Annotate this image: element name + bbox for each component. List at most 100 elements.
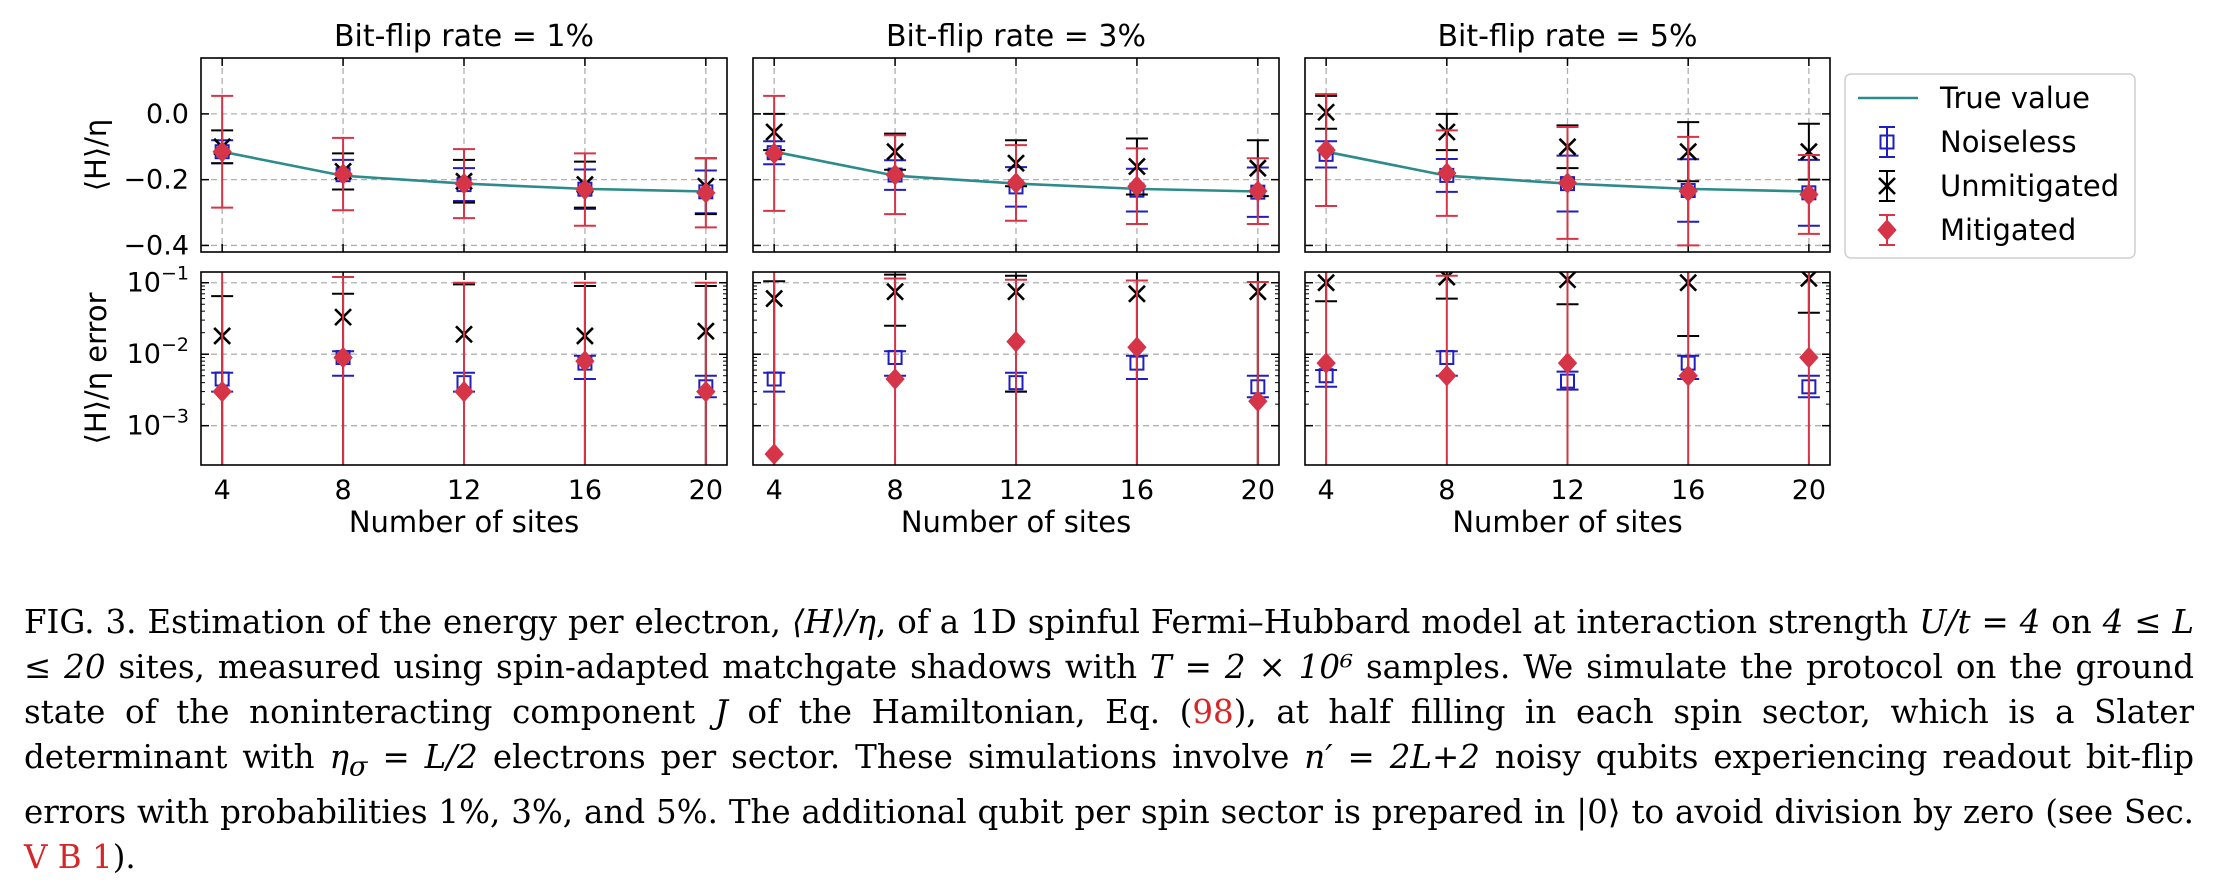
caption-text: samples. We simulate the protocol on the… [24,648,2195,731]
mitigated-marker [1127,175,1147,197]
bottom-axes-frame [1304,271,1831,466]
mitigated-marker [696,380,716,403]
caption-math: σ [349,751,368,783]
panel-title: Bit-flip rate = 1% [334,19,594,54]
panel-title: Bit-flip rate = 5% [1437,19,1697,54]
y-tick-exponent: −2 [161,334,189,356]
mitigated-marker [454,172,474,195]
legend-frame [1844,73,2136,259]
bottom-data [211,272,717,465]
caption-text: ), at half filling in each spin sector, … [24,693,2194,776]
noiseless-marker [1879,134,1895,150]
mitigated-marker [764,142,784,165]
mitigated-marker [1006,172,1026,194]
equation-link[interactable]: 98 [1192,693,1234,731]
mitigated-series [1315,93,1820,247]
unmitigated-marker-stroke [1799,142,1818,161]
chart-panels: Bit-flip rate = 1% 0.0 −0.2 −0.4 ⟨H⟩/η 10−1 10… [79,19,1831,539]
caption-label: FIG. 3. [24,603,137,641]
caption-text: noisy qubits experiencing readout bit-fl… [24,738,2194,831]
x-tick-label: 16 [1671,475,1705,506]
x-tick-label: 12 [447,475,481,506]
mitigated-marker [1799,183,1819,206]
figure-caption: FIG. 3. Estimation of the energy per ele… [24,600,2194,880]
caption-math: T = 2 × 10⁶ [1150,648,1354,686]
caption-math: U/t = 4 [1919,603,2041,641]
mitigated-marker [1437,364,1457,387]
bottom-data [1315,272,1820,465]
mitigated-marker [212,380,232,403]
x-tick-label: 12 [1550,475,1584,506]
caption-text: , of a 1D spinful Fermi–Hubbard model at… [876,603,1920,641]
mitigated-marker [1248,180,1268,202]
y-tick-label: −0.4 [123,230,189,261]
y-tick-label: 10−2 [127,334,189,370]
mitigated-marker [885,163,905,186]
mitigated-marker [575,350,595,372]
caption-math: 4 ≤ L ≤ 20 [24,603,2194,686]
bottom-axes-frame [200,271,728,466]
y-tick-label: 0.0 [146,99,189,130]
unmitigated-marker [1799,142,1818,161]
mitigated-marker [1127,336,1147,359]
x-tick-label: 12 [999,475,1033,506]
figure: Bit-flip rate = 1% 0.0 −0.2 −0.4 ⟨H⟩/η 10−1 10… [79,19,2136,539]
y-axis-label: ⟨H⟩/η [79,119,113,192]
mitigated-marker [1248,390,1268,412]
y-tick-label: 10−1 [127,263,189,299]
caption-math: |0⟩ [1576,792,1621,831]
mitigated-marker [885,368,905,390]
caption-math: η [329,738,349,776]
mitigated-marker [1316,139,1336,161]
unmitigated-marker [1878,177,1896,195]
section-link[interactable]: V B 1 [24,837,113,876]
mitigated-marker [1557,172,1578,194]
mitigated-marker [1799,346,1819,369]
y-tick-label: −0.2 [123,165,189,196]
caption-text: sites, measured using spin-adapted match… [105,648,1151,686]
mitigated-marker [1006,330,1026,353]
caption-text: electrons per sector. These simulations … [477,738,1305,776]
legend: True value Noiseless Unmitigated Mitigated [1844,73,2136,259]
mitigated-series [211,94,717,229]
caption-math: ⟨H⟩/η [791,603,876,641]
mitigated-marker [1877,219,1897,241]
bottom-axes-frame [752,271,1280,466]
legend-label: Noiseless [1940,125,2077,159]
legend-item: Mitigated [1877,213,2076,247]
x-tick-label: 8 [334,475,351,506]
x-tick-label: 20 [1241,475,1275,506]
mitigated-series [764,272,1269,465]
x-tick-label: 8 [886,475,903,506]
legend-label: True value [1939,81,2090,115]
mitigated-marker [696,182,716,204]
panel-title: Bit-flip rate = 3% [886,19,1146,54]
caption-math: = L/2 [367,738,478,776]
y-tick-exponent: −1 [161,263,189,285]
x-tick-label: 4 [1318,475,1335,506]
caption-text: on [2040,603,2103,641]
caption-text: ). [112,837,136,876]
mitigated-marker [1678,364,1698,387]
top-axes-frame [752,57,1280,253]
y-tick-exponent: −3 [161,406,189,428]
caption-text: Estimation of the energy per electron, [136,603,792,641]
bottom-data [763,272,1269,465]
mitigated-series [1316,272,1819,465]
mitigated-marker [764,443,784,465]
mitigated-marker [1316,352,1336,374]
x-tick-label: 8 [1438,475,1455,506]
x-tick-label: 20 [689,475,723,506]
x-tick-label: 4 [766,475,783,506]
unmitigated-marker-stroke [1878,177,1896,195]
caption-math: n′ = 2L+2 [1304,738,1480,776]
chart-panel-2: Bit-flip rate = 3% 4 8 12 16 20 Number of site… [752,19,1280,539]
mitigated-marker [1437,162,1457,184]
mitigated-marker [333,346,353,369]
legend-item: Noiseless [1879,125,2077,159]
legend-label: Unmitigated [1940,169,2119,203]
mitigated-marker [212,140,232,163]
chart-panel-1: Bit-flip rate = 1% 0.0 −0.2 −0.4 ⟨H⟩/η 10−1 10… [79,19,728,539]
mitigated-marker [1678,180,1698,202]
mitigated-marker [575,178,595,201]
